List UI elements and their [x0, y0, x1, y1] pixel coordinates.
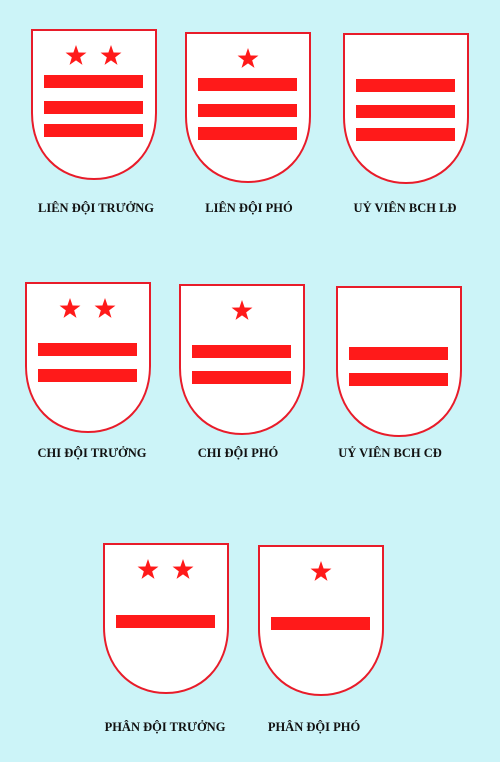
badge-2	[183, 30, 313, 190]
stripe-bar	[192, 371, 291, 384]
stripe-bar	[349, 347, 448, 360]
shield-outline	[25, 282, 151, 434]
badge-title: LIÊN ĐỘI PHÓ	[205, 201, 293, 215]
badge-title: CHI ĐỘI PHÓ	[197, 446, 279, 460]
star-icon	[172, 559, 194, 579]
stripe-bar	[44, 75, 143, 88]
star-icon	[65, 45, 87, 65]
badge-title: UỶ VIÊN BCH LĐ	[353, 201, 457, 215]
stripe-bar	[356, 79, 455, 92]
badge-8	[256, 543, 386, 703]
badge-shield-graphic	[179, 284, 305, 436]
star-icon	[137, 559, 159, 579]
badge-title: CHI ĐỘI TRƯỞNG	[37, 446, 147, 460]
badge-1	[29, 27, 159, 187]
badge-title: LIÊN ĐỘI TRƯỞNG	[38, 201, 154, 215]
stripe-bar	[198, 78, 297, 91]
badge-title: UỶ VIÊN BCH CĐ	[338, 446, 442, 460]
badge-shield-graphic	[185, 32, 311, 184]
stripe-bar	[356, 105, 455, 118]
badge-shield-graphic	[336, 286, 462, 438]
badge-6	[334, 284, 464, 444]
star-icon	[59, 298, 81, 318]
shield-outline	[179, 284, 305, 436]
badge-5	[177, 282, 307, 442]
badge-shield-graphic	[258, 545, 384, 697]
badge-title: PHÂN ĐỘI TRƯỞNG	[104, 720, 226, 734]
badge-4	[23, 280, 153, 440]
stripe-bar	[116, 615, 215, 628]
stripe-bar	[198, 127, 297, 140]
stripe-bar	[44, 124, 143, 137]
stripe-bar	[38, 369, 137, 382]
star-icon	[94, 298, 116, 318]
badge-7	[101, 541, 231, 701]
badge-3	[341, 31, 471, 191]
badge-shield-graphic	[25, 282, 151, 434]
star-icon	[237, 48, 259, 68]
badge-title: PHÂN ĐỘI PHÓ	[267, 720, 361, 734]
stripe-bar	[198, 104, 297, 117]
badge-shield-graphic	[103, 543, 229, 695]
badge-shield-graphic	[343, 33, 469, 185]
stripe-bar	[356, 128, 455, 141]
shield-outline	[336, 286, 462, 438]
star-icon	[310, 561, 332, 581]
star-icon	[231, 300, 253, 320]
stripe-bar	[349, 373, 448, 386]
stripe-bar	[271, 617, 370, 630]
badge-shield-graphic	[31, 29, 157, 181]
stripe-bar	[192, 345, 291, 358]
stripe-bar	[38, 343, 137, 356]
star-icon	[100, 45, 122, 65]
stripe-bar	[44, 101, 143, 114]
